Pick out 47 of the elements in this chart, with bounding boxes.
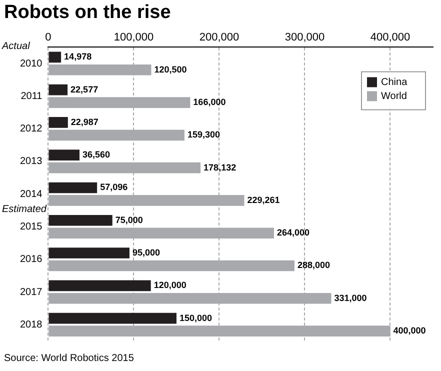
text: Estimated xyxy=(2,204,47,216)
y-tick-label: 2014 xyxy=(20,188,43,200)
y-tick-label: 2015 xyxy=(20,221,43,232)
bar xyxy=(48,312,176,324)
bar xyxy=(48,52,62,63)
data-label: 22,987 xyxy=(70,116,98,127)
y-tick-label: 2010 xyxy=(20,58,43,70)
data-label: 22,577 xyxy=(70,84,98,94)
data-label: 75,000 xyxy=(115,214,143,225)
text: Actual xyxy=(1,40,31,52)
bar xyxy=(48,84,68,96)
bar xyxy=(48,214,112,226)
data-label: 264,000 xyxy=(276,228,310,238)
source-note: Source: World Robotics 2015 xyxy=(4,353,135,364)
x-tick-label: 400,000 xyxy=(370,32,410,44)
y-tick-label: 2012 xyxy=(20,124,43,135)
data-label: 331,000 xyxy=(334,292,367,303)
data-label: 120,500 xyxy=(154,64,187,74)
data-label: 166,000 xyxy=(193,97,226,108)
data-label: 400,000 xyxy=(393,326,426,336)
legend-label: China xyxy=(381,76,408,88)
data-label: 159,300 xyxy=(187,130,220,140)
chart-title: Robots on the rise xyxy=(3,1,172,25)
x-tick-label: 100,000 xyxy=(114,32,154,44)
bar xyxy=(48,117,68,128)
y-tick-label: 2016 xyxy=(20,254,43,266)
data-label: 95,000 xyxy=(132,248,160,258)
legend-label: World xyxy=(381,90,407,102)
data-label: 229,261 xyxy=(247,194,280,205)
y-tick-label: 2017 xyxy=(20,286,43,298)
bar xyxy=(48,248,130,258)
data-label: 36,560 xyxy=(82,150,110,160)
data-label: 57,096 xyxy=(100,182,128,192)
bar xyxy=(48,280,151,292)
data-label: 288,000 xyxy=(297,260,330,270)
x-tick-label: 300,000 xyxy=(284,32,325,44)
bar xyxy=(48,182,98,194)
data-label: 150,000 xyxy=(179,312,212,323)
bar xyxy=(48,150,80,160)
y-tick-label: 2018 xyxy=(20,319,43,330)
y-tick-label: 2013 xyxy=(20,156,43,168)
y-tick-label: 2011 xyxy=(20,90,43,102)
x-tick-label: 0 xyxy=(45,32,52,44)
data-label: 178,132 xyxy=(204,162,236,172)
data-label: 120,000 xyxy=(154,280,186,290)
data-label: 14,978 xyxy=(64,52,92,62)
x-tick-label: 200,000 xyxy=(199,32,240,44)
